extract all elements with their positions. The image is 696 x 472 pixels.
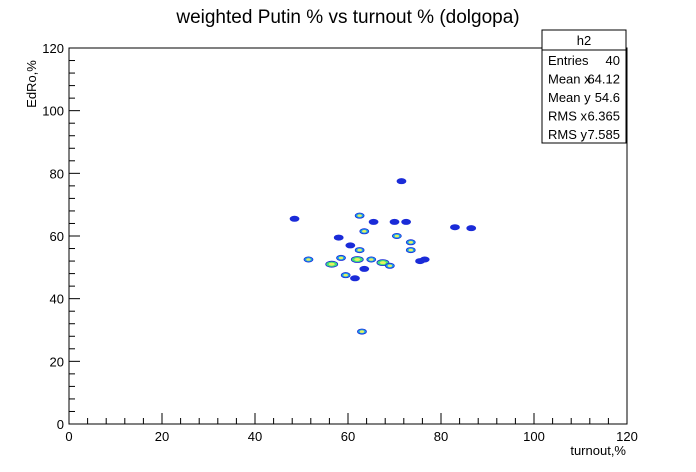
data-point-core xyxy=(306,258,311,261)
data-point xyxy=(450,224,460,231)
data-point-core xyxy=(394,234,400,238)
data-point-core xyxy=(357,248,362,252)
data-point-core xyxy=(408,248,414,252)
data-point-core xyxy=(354,258,361,261)
x-tick-label: 80 xyxy=(434,429,448,444)
data-point-core xyxy=(359,330,365,333)
data-point-core xyxy=(362,230,367,233)
stats-value: 6.365 xyxy=(587,109,620,124)
stats-value: 7.585 xyxy=(587,127,620,142)
x-tick-label: 40 xyxy=(248,429,262,444)
data-point xyxy=(368,218,379,225)
x-axis-label: turnout,% xyxy=(570,443,626,458)
y-tick-label: 120 xyxy=(42,41,64,56)
data-point xyxy=(289,215,300,222)
data-point xyxy=(396,178,407,185)
x-tick-label: 100 xyxy=(523,429,545,444)
data-point-core xyxy=(387,264,393,268)
stats-box: h2 Entries 40 Mean x64.12 Mean y 54.6 RMS x 6.3… xyxy=(541,29,627,144)
y-axis-label: EdRo,% xyxy=(24,60,39,108)
stats-label: RMS y xyxy=(548,127,588,142)
data-point xyxy=(333,234,344,241)
stats-label: Mean y xyxy=(548,90,591,105)
x-tick-label: 120 xyxy=(616,429,638,444)
stats-box-title: h2 xyxy=(577,33,591,48)
data-point-core xyxy=(357,214,362,217)
data-point xyxy=(345,242,356,249)
y-tick-label: 20 xyxy=(50,354,64,369)
y-tick-label: 100 xyxy=(42,104,64,119)
stats-value: 40 xyxy=(606,53,620,68)
data-point-core xyxy=(408,240,414,244)
data-points xyxy=(289,178,477,335)
y-tick-label: 0 xyxy=(57,417,64,432)
data-point-core xyxy=(338,256,344,260)
data-point-core xyxy=(379,261,386,265)
x-tick-label: 20 xyxy=(155,429,169,444)
x-tick-label: 0 xyxy=(65,429,72,444)
stats-value: 64.12 xyxy=(587,72,620,87)
y-tick-label: 40 xyxy=(50,292,64,307)
data-point-core xyxy=(343,273,348,277)
y-tick-label: 60 xyxy=(50,229,64,244)
data-point xyxy=(350,275,360,282)
stats-box-frame xyxy=(541,29,627,144)
data-point xyxy=(389,218,400,225)
stats-label: Entries xyxy=(548,53,589,68)
axes: 0 20 40 60 80 100 120 0 20 40 60 80 100 120 xyxy=(42,41,638,444)
data-point xyxy=(401,218,412,225)
y-tick-label: 80 xyxy=(50,166,64,181)
stats-label: Mean x xyxy=(548,72,591,87)
x-tick-label: 60 xyxy=(341,429,355,444)
data-point-core xyxy=(328,262,335,266)
chart-title: weighted Putin % vs turnout % (dolgopa) xyxy=(175,7,519,28)
stats-label: RMS x xyxy=(548,109,588,124)
data-point xyxy=(359,265,370,272)
data-point xyxy=(419,256,430,263)
data-point xyxy=(466,225,477,232)
stats-value: 54.6 xyxy=(595,90,620,105)
data-point-core xyxy=(369,258,374,261)
